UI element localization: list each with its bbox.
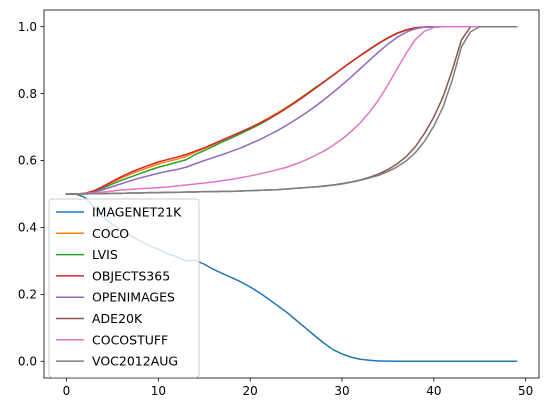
y-tick-label: 0.0 — [18, 354, 37, 368]
legend-label-lvis: LVIS — [92, 247, 118, 262]
x-tick-label: 10 — [151, 384, 166, 398]
y-tick-label: 0.8 — [18, 87, 37, 101]
y-tick-label: 0.4 — [18, 221, 37, 235]
legend-box — [48, 198, 200, 378]
x-tick-label: 20 — [243, 384, 258, 398]
y-tick-label: 0.6 — [18, 154, 37, 168]
series-line-voc2012aug — [65, 25, 518, 195]
axes-layer: 0 10 20 30 40 50 0.0 0.2 0.4 0.6 0.8 1.0 — [18, 9, 540, 398]
series-line-cocostuff — [65, 25, 518, 195]
legend-label-objects365: OBJECTS365 — [92, 268, 170, 283]
legend-label-coco: COCO — [92, 226, 129, 241]
legend-label-ade20k: ADE20K — [92, 311, 143, 326]
x-tick-label: 30 — [334, 384, 349, 398]
x-tick-label: 40 — [426, 384, 441, 398]
legend-label-cocostuff: COCOSTUFF — [92, 332, 168, 347]
legend-label-openimages: OPENIMAGES — [92, 290, 175, 305]
x-tick-label: 0 — [63, 384, 71, 398]
y-tick-label: 0.2 — [18, 288, 37, 302]
y-tick-label: 1.0 — [18, 20, 37, 34]
legend-label-voc2012aug: VOC2012AUG — [92, 354, 178, 369]
legend-label-imagenet21k: IMAGENET21K — [92, 205, 182, 220]
x-tick-label: 50 — [518, 384, 533, 398]
legend: IMAGENET21K COCO LVIS OBJECTS365 OPENIMAGES A… — [48, 198, 200, 378]
plot-frame — [43, 9, 540, 379]
